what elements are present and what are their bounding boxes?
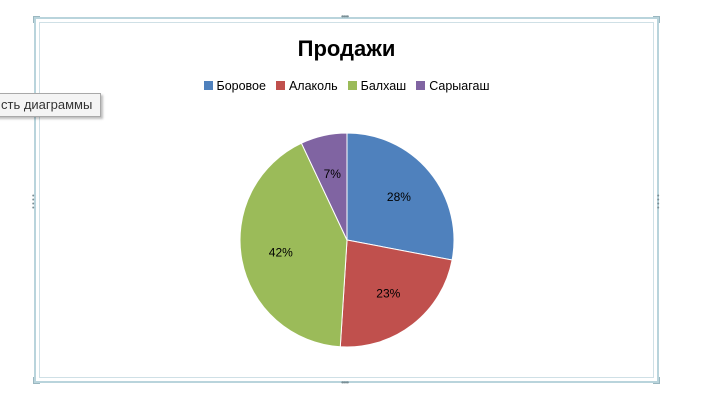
data-label[interactable]: 23% [376,286,400,300]
legend-label: Алаколь [288,79,338,93]
pie-slice[interactable] [346,132,455,261]
chart-area-tooltip: сть диаграммы [0,93,102,117]
legend-item[interactable]: Алаколь [275,79,338,93]
legend-item[interactable]: Сарыагаш [416,79,489,93]
legend-swatch [347,81,357,90]
legend-label: Балхаш [360,79,407,93]
legend-swatch [203,81,213,90]
data-label[interactable]: 7% [324,167,342,181]
pie-slice[interactable] [300,132,348,241]
resize-handle-left[interactable]: • • • • [32,193,34,212]
resize-handle-bottom[interactable]: •••• [341,378,349,387]
pie-slice[interactable] [339,239,453,348]
plot-area-border [39,22,654,378]
resize-handle-top-left[interactable] [33,16,40,23]
resize-handle-bottom-left[interactable] [33,377,40,384]
legend-label: Сарыагаш [429,79,490,93]
legend-item[interactable]: Боровое [203,79,266,93]
chart-legend[interactable]: Боровое Алаколь Балхаш Сарыагаш [34,79,659,93]
resize-handle-bottom-right[interactable] [653,377,660,384]
resize-handle-top-right[interactable] [653,16,660,23]
pie-slice[interactable] [239,142,348,348]
resize-handle-top[interactable]: •••• [341,12,349,21]
legend-swatch [416,81,426,90]
resize-handle-right[interactable]: • • • • [657,193,659,212]
legend-item[interactable]: Балхаш [347,79,407,93]
data-label[interactable]: 28% [387,190,411,204]
legend-swatch [275,81,285,90]
data-label[interactable]: 42% [269,246,293,260]
chart-title[interactable]: Продажи [297,36,396,61]
legend-label: Боровое [216,79,266,93]
